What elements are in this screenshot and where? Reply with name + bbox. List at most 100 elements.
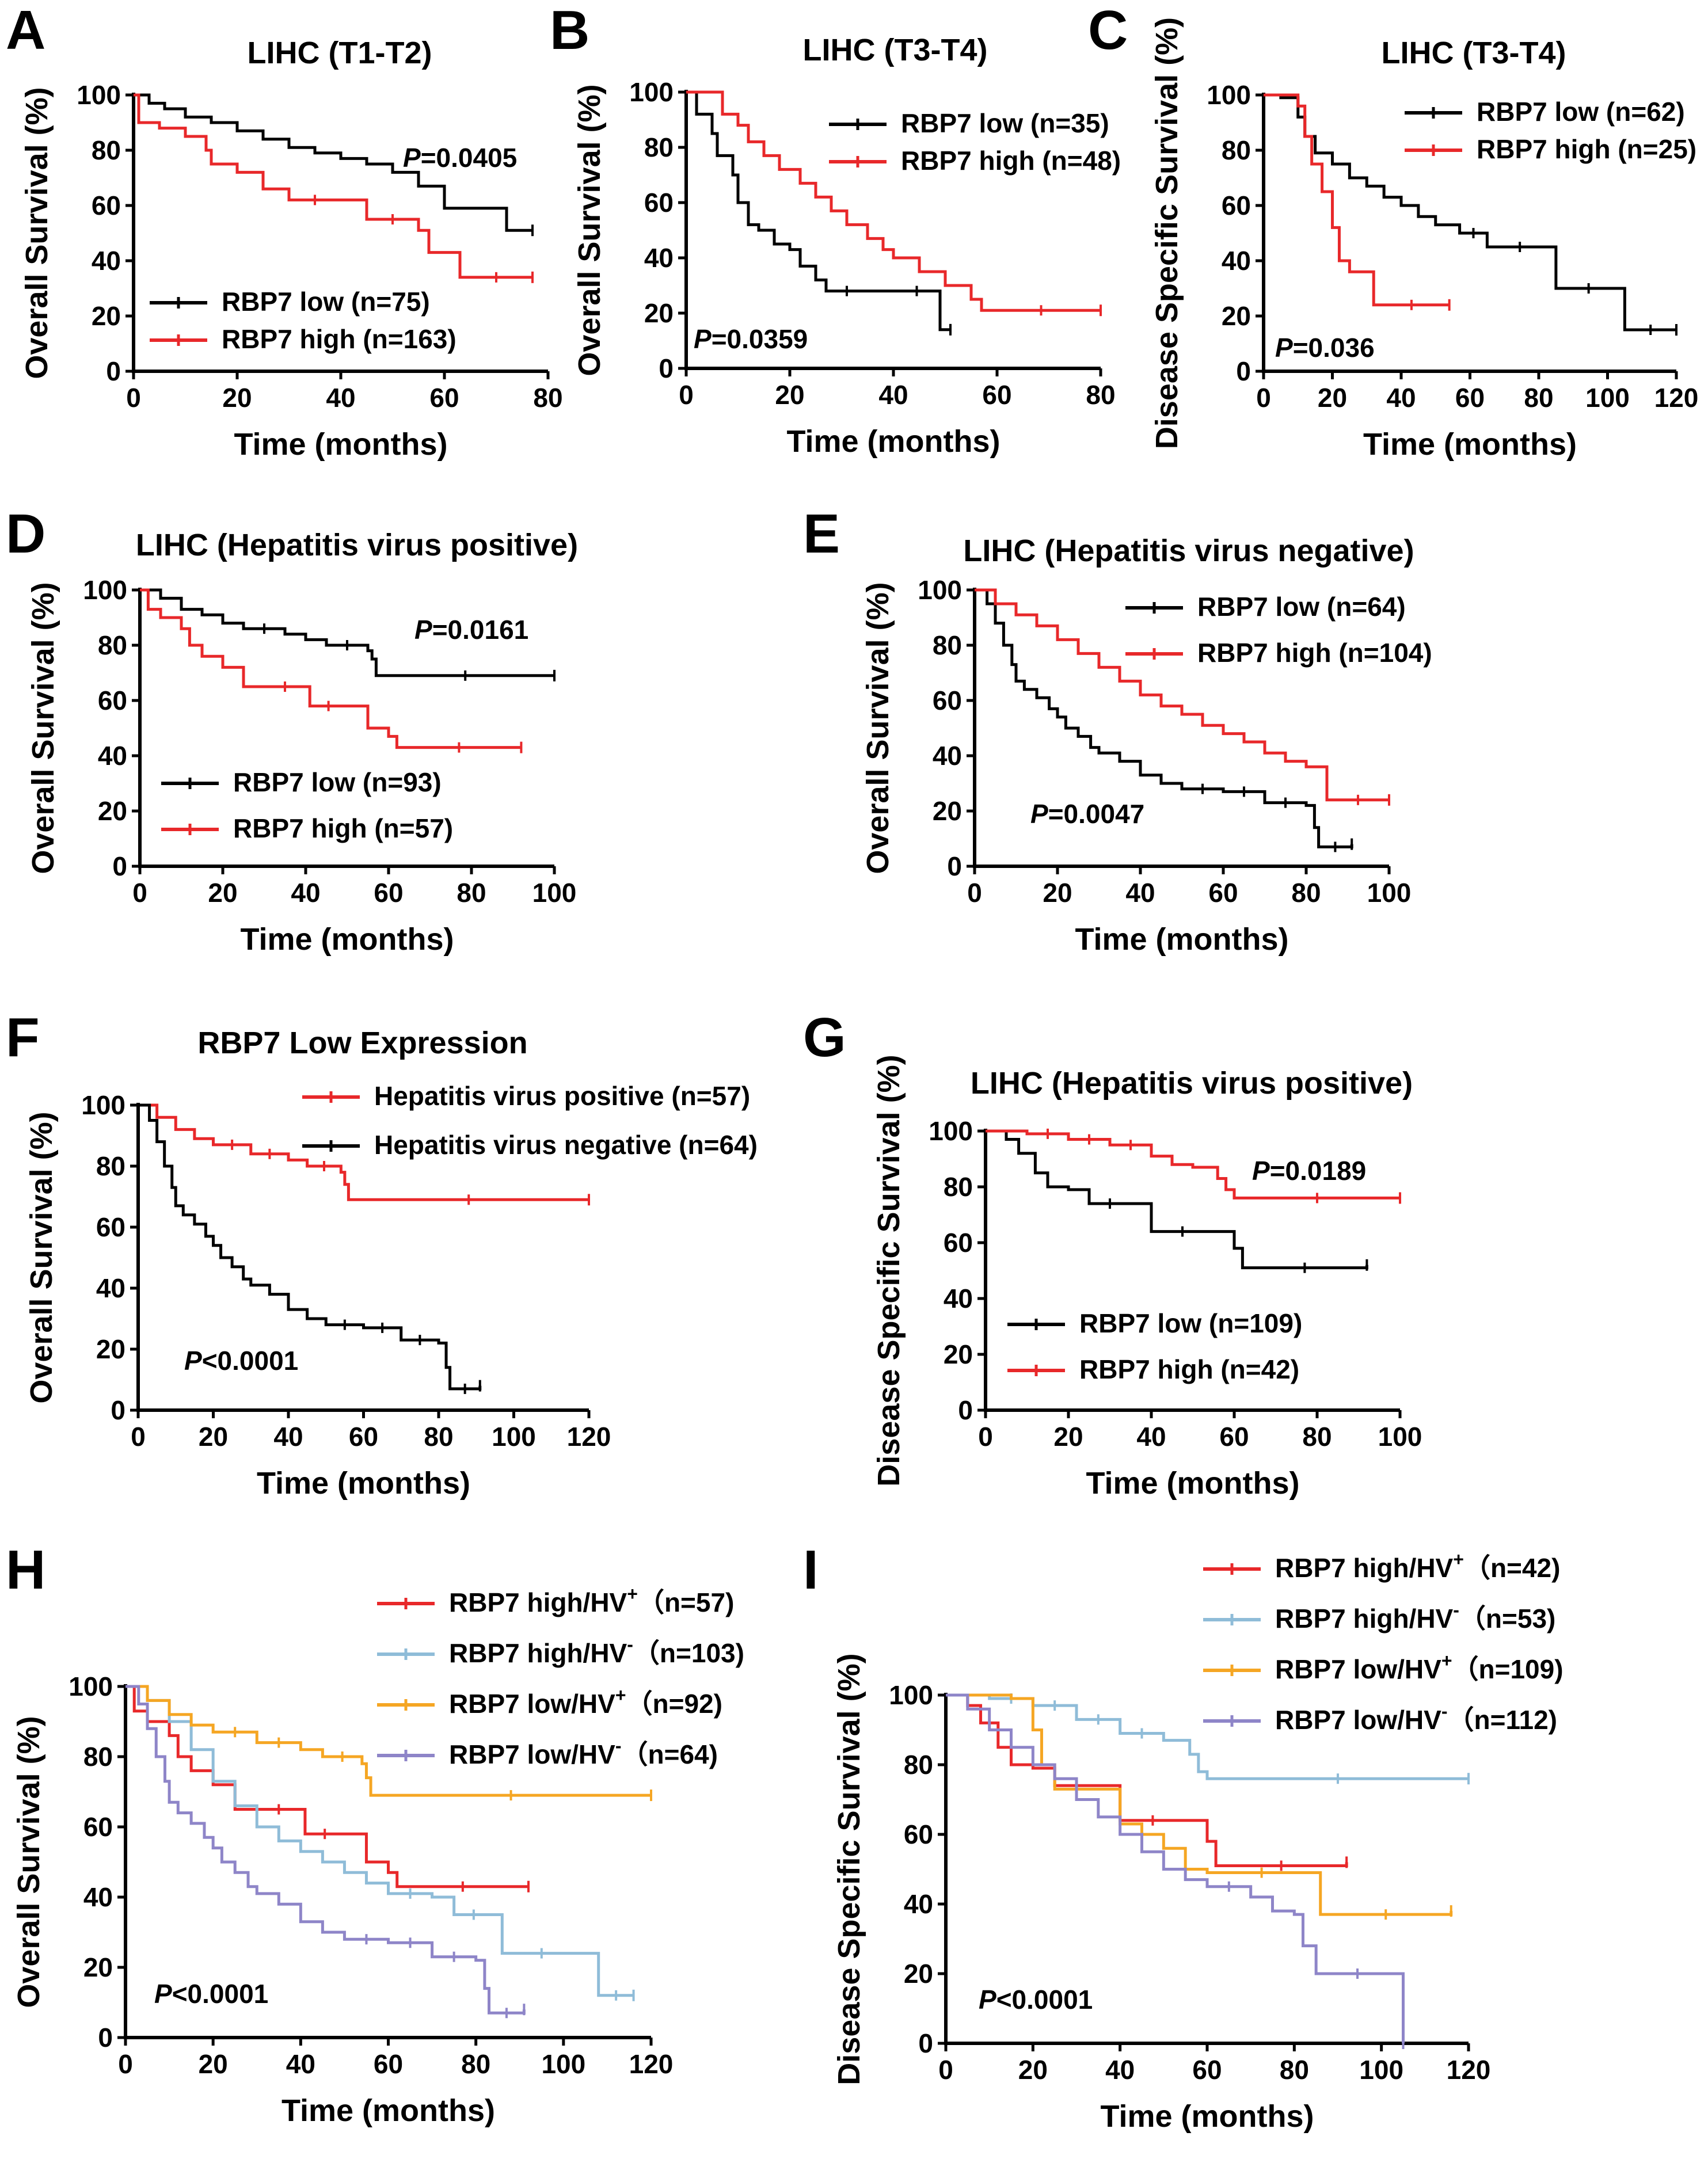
p-value-symbol: P	[979, 1985, 996, 2015]
y-tick-label: 0	[111, 1395, 125, 1425]
x-tick-label: 0	[978, 1422, 993, 1452]
y-tick-label: 60	[904, 1819, 933, 1849]
x-tick-label: 20	[1053, 1422, 1083, 1452]
legend-text: RBP7 high (n=25)	[1477, 134, 1696, 164]
y-tick-label: 40	[83, 1882, 113, 1912]
x-tick-label: 60	[1208, 878, 1238, 908]
y-axis-label: Overall Survival (%)	[572, 84, 607, 376]
x-tick-label: 40	[1105, 2055, 1135, 2085]
y-tick-label: 20	[904, 1959, 933, 1989]
survival-curve-H-3	[125, 1685, 526, 2015]
legend-text: RBP7 high (n=57)	[233, 813, 453, 843]
x-tick-label: 60	[429, 383, 459, 413]
legend-superscript: +	[1441, 1650, 1452, 1671]
survival-curve-D-0	[140, 588, 554, 677]
p-value: P<0.0001	[154, 1979, 268, 2009]
legend-label: RBP7 low (n=109)	[1079, 1308, 1302, 1338]
legend-superscript: -	[627, 1634, 633, 1655]
legend-label: RBP7 low/HV-（n=64)	[449, 1735, 718, 1769]
y-tick-label: 100	[77, 80, 121, 110]
p-value-symbol: P	[414, 615, 432, 645]
x-tick-label: 80	[1086, 380, 1115, 410]
panel-A: A LIHC (T1-T2) 0 20 40 60 80 100 0 20 40 60 80 Time (…	[6, 0, 563, 462]
p-value-text: =0.036	[1293, 333, 1375, 363]
legend-text: RBP7 low (n=75)	[222, 287, 430, 317]
panel-F: F RBP7 Low Expression 0 20 40 60 80 100 0 20 40 60 8…	[6, 1007, 758, 1501]
legend-count: （n=112)	[1447, 1705, 1557, 1735]
p-value: P=0.0189	[1252, 1156, 1366, 1186]
legend-name: RBP7 low/HV	[1275, 1654, 1441, 1684]
legend-count: （n=57)	[638, 1587, 734, 1617]
y-tick-label: 20	[944, 1339, 973, 1369]
legend-label: RBP7 high (n=25)	[1477, 134, 1696, 164]
y-tick-label: 40	[98, 741, 127, 771]
x-tick-label: 20	[199, 1422, 228, 1452]
legend-label: Hepatitis virus negative (n=64)	[374, 1130, 758, 1160]
survival-curve-I-3	[946, 1693, 1405, 2043]
legend-label: RBP7 low/HV+（n=92)	[449, 1685, 722, 1719]
p-value-text: =0.0047	[1048, 799, 1145, 829]
legend-text: RBP7 high (n=42)	[1079, 1354, 1299, 1384]
legend-label: RBP7 high/HV+（n=57)	[449, 1583, 734, 1617]
x-tick-label: 80	[424, 1422, 453, 1452]
x-tick-label: 0	[132, 878, 147, 908]
p-value-text: <0.0001	[996, 1985, 1093, 2015]
legend-text: RBP7 high (n=104)	[1197, 638, 1432, 668]
y-axis-label: Disease Specific Survival (%)	[1150, 17, 1184, 449]
x-axis-label: Time (months)	[1086, 1466, 1299, 1501]
p-value: P<0.0001	[979, 1985, 1093, 2015]
legend-label: RBP7 low (n=64)	[1197, 592, 1406, 622]
p-value-symbol: P	[1252, 1156, 1270, 1186]
y-tick-label: 60	[944, 1228, 973, 1258]
legend-name: RBP7 high/HV	[1275, 1553, 1454, 1583]
x-tick-label: 0	[679, 380, 694, 410]
x-tick-label: 20	[1018, 2055, 1048, 2085]
panel-title: LIHC (Hepatitis virus positive)	[971, 1066, 1413, 1101]
y-tick-label: 20	[83, 1952, 113, 1982]
legend-count: （n=92)	[626, 1689, 722, 1719]
legend-label: RBP7 low/HV+（n=109)	[1275, 1650, 1564, 1684]
y-tick-label: 80	[904, 1750, 933, 1780]
survival-curve-A-0	[134, 93, 532, 232]
legend-text: Hepatitis virus negative (n=64)	[374, 1130, 758, 1160]
panel-letter: E	[803, 503, 840, 565]
x-axis-label: Time (months)	[1363, 427, 1577, 462]
x-axis-label: Time (months)	[234, 427, 447, 462]
x-tick-label: 80	[1302, 1422, 1332, 1452]
y-tick-label: 80	[98, 630, 127, 660]
y-axis-label: Overall Survival (%)	[26, 582, 60, 874]
legend-label: RBP7 high/HV-（n=103)	[449, 1634, 744, 1668]
panel-I: I 0 20 40 60 80 100 0 20 40 60 80 100 120 Time (months…	[803, 1539, 1564, 2134]
panel-letter: F	[6, 1007, 40, 1068]
y-tick-label: 100	[83, 575, 127, 605]
survival-curve-C-0	[1264, 93, 1676, 332]
x-tick-label: 40	[878, 380, 908, 410]
x-axis-label: Time (months)	[1100, 2099, 1314, 2134]
p-value-text: <0.0001	[202, 1346, 299, 1376]
p-value: P=0.0161	[414, 615, 528, 645]
y-tick-label: 40	[904, 1889, 933, 1919]
legend-label: RBP7 low (n=75)	[222, 287, 430, 317]
x-tick-label: 80	[457, 878, 486, 908]
x-tick-label: 100	[541, 2049, 585, 2079]
x-tick-label: 20	[208, 878, 237, 908]
p-value-text: <0.0001	[172, 1979, 269, 2009]
p-value-symbol: P	[184, 1346, 202, 1376]
x-tick-label: 100	[1585, 383, 1630, 413]
p-value-symbol: P	[1030, 799, 1048, 829]
legend-label: Hepatitis virus positive (n=57)	[374, 1081, 750, 1111]
y-tick-label: 100	[81, 1090, 125, 1120]
legend-count: （n=53)	[1459, 1604, 1555, 1633]
y-tick-label: 60	[644, 188, 674, 218]
p-value-symbol: P	[694, 324, 712, 354]
legend-text: RBP7 low (n=62)	[1477, 97, 1685, 127]
y-tick-label: 0	[112, 851, 127, 881]
legend-text: Hepatitis virus positive (n=57)	[374, 1081, 750, 1111]
y-tick-label: 0	[98, 2023, 113, 2053]
legend-text: RBP7 high (n=163)	[222, 324, 457, 354]
panel-title: LIHC (Hepatitis virus positive)	[136, 528, 578, 562]
x-tick-label: 60	[374, 2049, 403, 2079]
survival-curve-D-1	[140, 588, 522, 749]
legend-name: RBP7 high/HV	[449, 1587, 627, 1617]
survival-curve-C-1	[1264, 93, 1450, 307]
